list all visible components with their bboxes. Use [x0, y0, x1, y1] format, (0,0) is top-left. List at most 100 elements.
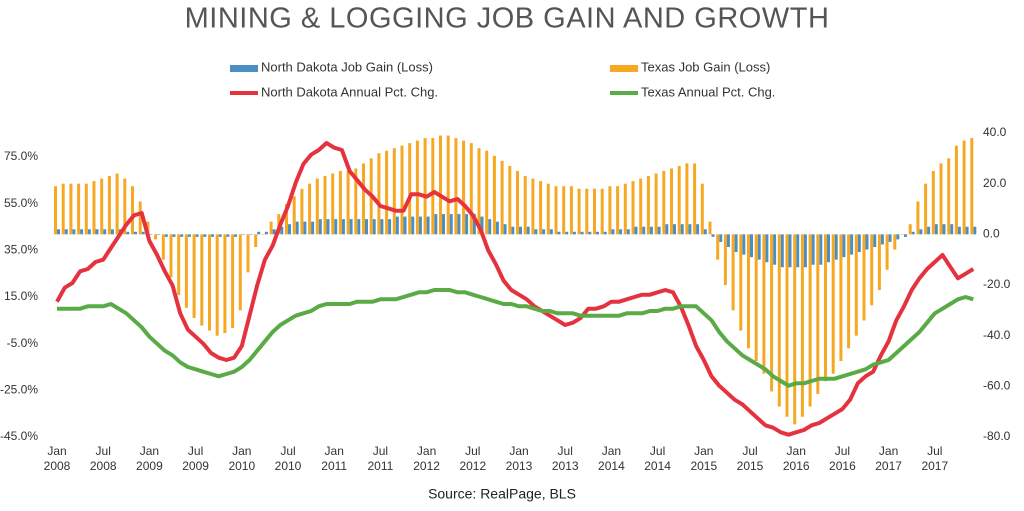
- bar: [531, 178, 535, 235]
- bar: [472, 214, 476, 235]
- bar: [742, 234, 746, 255]
- bar: [726, 234, 730, 247]
- bar: [542, 229, 546, 235]
- bar: [257, 231, 261, 235]
- bar: [480, 216, 484, 235]
- bar: [896, 234, 900, 240]
- y-tick-label: 35.0%: [4, 243, 38, 257]
- bar: [862, 234, 866, 321]
- bar: [141, 231, 145, 235]
- bar: [824, 234, 827, 382]
- bar: [916, 201, 920, 235]
- y-tick-label: 55.0%: [4, 196, 38, 210]
- bar: [408, 143, 412, 235]
- bar: [300, 188, 304, 235]
- bar: [670, 168, 673, 235]
- bar: [880, 234, 884, 245]
- bar: [626, 229, 630, 235]
- bar: [126, 231, 130, 235]
- bar: [557, 231, 561, 235]
- bar: [808, 234, 812, 407]
- bar: [773, 234, 777, 265]
- y2-tick-label: 0.0: [983, 227, 1000, 241]
- x-tick-label: Jul 2014: [644, 444, 671, 473]
- bar: [754, 234, 758, 361]
- bar: [280, 226, 284, 235]
- bar: [249, 234, 253, 235]
- bar: [157, 234, 161, 235]
- bar: [516, 171, 519, 235]
- bar: [703, 229, 707, 235]
- bar: [223, 234, 227, 334]
- bar: [392, 148, 396, 235]
- y-tick-label: 15.0%: [4, 289, 38, 303]
- bar: [100, 178, 104, 235]
- bar: [957, 226, 961, 235]
- bar: [195, 234, 199, 237]
- bar: [665, 224, 669, 235]
- bar: [123, 178, 127, 235]
- bar: [831, 234, 835, 374]
- bar: [362, 163, 365, 235]
- bar: [549, 229, 553, 235]
- legend-label: North Dakota Annual Pct. Chg.: [261, 84, 438, 99]
- bar: [716, 234, 720, 260]
- bar: [765, 234, 769, 263]
- bar: [431, 138, 435, 235]
- bar: [873, 234, 877, 247]
- bar: [619, 229, 623, 235]
- x-tick-label: Jul 2008: [90, 444, 117, 473]
- bar: [827, 234, 830, 263]
- bar: [400, 145, 404, 235]
- bar: [562, 186, 566, 235]
- x-tick-label: Jan 2008: [44, 444, 71, 473]
- bar: [54, 186, 57, 235]
- bar: [546, 183, 550, 235]
- bar: [184, 234, 188, 308]
- bar: [500, 160, 504, 235]
- bar: [857, 234, 861, 253]
- bar: [642, 226, 646, 235]
- bar: [954, 145, 958, 235]
- bar: [346, 171, 350, 235]
- x-tick-label: Jan 2009: [136, 444, 163, 473]
- bar: [238, 234, 242, 311]
- bar: [87, 229, 91, 235]
- legend-label: Texas Annual Pct. Chg.: [641, 84, 775, 99]
- bar: [154, 234, 158, 240]
- bar: [950, 224, 954, 235]
- bar: [793, 234, 797, 425]
- x-tick-label: Jul 2017: [921, 444, 948, 473]
- bar: [454, 138, 458, 235]
- bar: [942, 224, 946, 235]
- bar: [208, 234, 211, 331]
- bar: [962, 140, 966, 235]
- bar: [292, 196, 296, 235]
- bar: [973, 226, 977, 235]
- chart-title: MINING & LOGGING JOB GAIN AND GROWTH: [185, 3, 830, 35]
- bar: [711, 234, 715, 237]
- bar: [365, 219, 368, 235]
- x-tick-label: Jul 2011: [367, 444, 393, 473]
- bar: [334, 219, 338, 235]
- bar: [865, 234, 869, 250]
- bar: [469, 143, 473, 235]
- bar: [508, 165, 512, 235]
- bar: [577, 188, 581, 235]
- bar: [924, 183, 928, 235]
- y2-tick-label: 20.0: [983, 176, 1007, 190]
- bar: [523, 176, 527, 235]
- bar: [349, 219, 353, 235]
- bar: [739, 234, 743, 331]
- bar: [608, 186, 612, 235]
- y2-tick-label: -60.0: [983, 379, 1011, 393]
- bar: [495, 221, 499, 235]
- bar: [747, 234, 750, 349]
- bar: [323, 176, 327, 235]
- bar: [92, 181, 96, 235]
- bar: [338, 171, 342, 235]
- bar: [138, 201, 142, 235]
- bar: [269, 221, 273, 235]
- y2-tick-label: 40.0: [983, 125, 1007, 139]
